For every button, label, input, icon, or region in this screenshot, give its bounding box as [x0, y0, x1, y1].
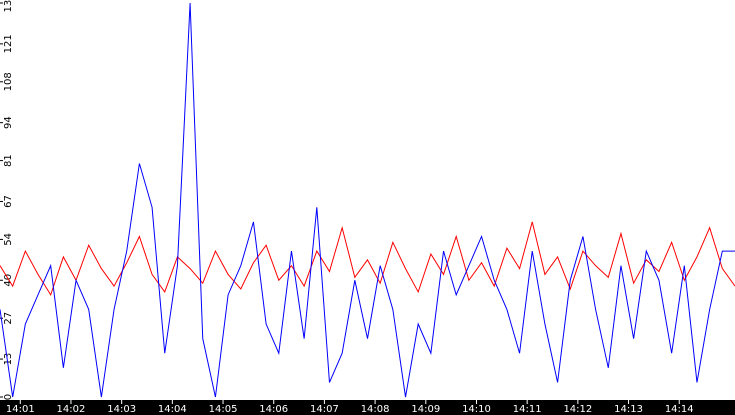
y-tick-label: 108: [3, 72, 14, 91]
x-tick-label: 14:01: [6, 404, 35, 415]
series-line: [0, 221, 735, 297]
y-tick-label: 67: [3, 195, 14, 208]
y-tick-label: 81: [3, 154, 14, 167]
y-tick-label: 121: [3, 34, 14, 53]
x-tick-label: 14:13: [614, 404, 643, 415]
x-tick-label: 14:04: [158, 404, 187, 415]
x-tick-label: 14:12: [563, 404, 592, 415]
x-tick-label: 14:06: [259, 404, 288, 415]
y-tick-label: 13: [3, 353, 14, 366]
x-tick-label: 14:10: [462, 404, 491, 415]
x-tick-label: 14:05: [209, 404, 238, 415]
series-line: [0, 2, 735, 398]
x-tick-label: 14:07: [310, 404, 339, 415]
x-tick-label: 14:11: [513, 404, 542, 415]
y-tick-label: 0: [3, 394, 14, 400]
x-tick-label: 14:14: [665, 404, 694, 415]
x-tick-label: 14:09: [411, 404, 440, 415]
x-tick-label: 14:08: [361, 404, 390, 415]
y-tick-label: 94: [3, 116, 14, 129]
y-tick-label: 27: [3, 312, 14, 325]
time-bar: [0, 400, 735, 415]
y-tick-label: 135: [3, 0, 14, 13]
x-tick-label: 14:03: [107, 404, 136, 415]
y-tick-label: 54: [3, 233, 14, 246]
x-tick-label: 14:02: [57, 404, 86, 415]
